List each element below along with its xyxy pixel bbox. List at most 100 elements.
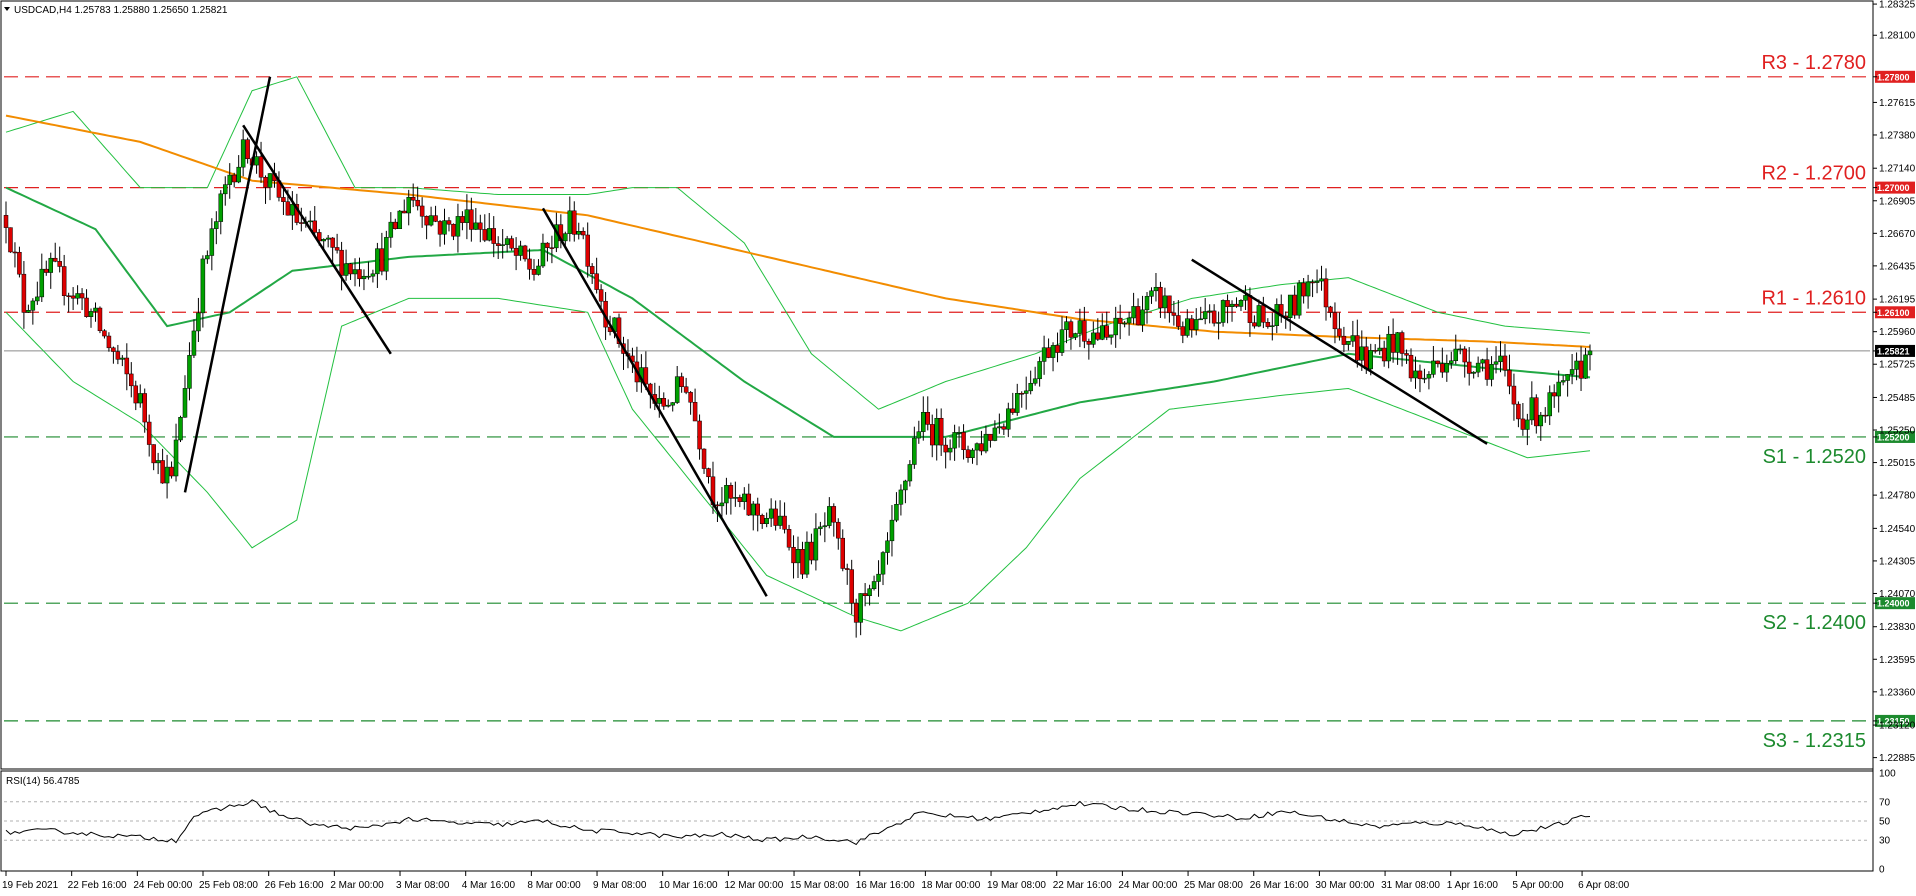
x-tick-label: 15 Mar 08:00 (790, 880, 849, 891)
candle-body (410, 196, 416, 201)
candle-body (1457, 348, 1463, 351)
y-tick-label: 1.27380 (1879, 130, 1916, 141)
x-tick-label: 1 Apr 16:00 (1447, 880, 1499, 891)
candle-body (1305, 281, 1311, 297)
candle-25 (115, 344, 121, 365)
candle-27 (124, 343, 130, 391)
candle-211 (947, 439, 953, 461)
candle-53 (240, 129, 246, 177)
candle-327 (1466, 347, 1472, 386)
candle-157 (706, 467, 711, 484)
candle-body (1422, 377, 1427, 380)
candle-188 (844, 563, 850, 585)
candle-349 (1565, 374, 1570, 397)
candle-323 (1449, 351, 1454, 369)
candle-body (956, 432, 962, 434)
candle-329 (1475, 356, 1481, 378)
dropdown-triangle-icon[interactable] (4, 7, 10, 11)
candle-312 (1399, 330, 1405, 367)
candle-body (947, 447, 953, 453)
candle-body (1019, 393, 1024, 395)
candle-body (191, 330, 197, 356)
candle-310 (1390, 318, 1396, 363)
candle-325 (1457, 344, 1463, 355)
candle-body (160, 460, 165, 484)
candle-body (858, 593, 863, 623)
candle-315 (1413, 356, 1418, 389)
candle-269 (1207, 304, 1212, 324)
candle-289 (1296, 280, 1302, 319)
candle-body (312, 220, 317, 233)
level-label-3: S1 - 1.2520 (1763, 446, 1866, 468)
candle-272 (1220, 299, 1226, 327)
candle-body (478, 222, 483, 230)
candle-200 (898, 484, 904, 516)
candle-body (263, 176, 268, 188)
candle-body (200, 258, 206, 314)
x-tick-label: 22 Mar 16:00 (1053, 880, 1112, 891)
candle-body (1135, 306, 1141, 326)
candle-body (1046, 347, 1051, 358)
candle-body (970, 449, 975, 458)
candle-64 (290, 191, 295, 230)
candle-234 (1050, 342, 1056, 372)
candle-161 (724, 477, 729, 515)
x-tick-label: 4 Mar 16:00 (462, 880, 516, 891)
level-badge-text-2: 1.26100 (1877, 308, 1910, 318)
candle-body (1055, 345, 1060, 353)
candle-body (589, 266, 595, 274)
y-tick-label: 1.26435 (1879, 261, 1916, 272)
candle-276 (1238, 299, 1244, 312)
candle-192 (862, 583, 868, 607)
candle-267 (1198, 306, 1203, 321)
candle-body (952, 432, 957, 449)
candle-49 (223, 176, 228, 206)
candle-body (867, 588, 872, 597)
lower-band-line (5, 297, 1591, 632)
candle-57 (258, 141, 264, 183)
candle-body (1296, 282, 1302, 316)
candle-80 (361, 269, 367, 291)
candle-body (1059, 329, 1065, 353)
candle-313 (1404, 349, 1409, 364)
candle-body (804, 541, 810, 575)
candle-body (1498, 355, 1503, 363)
candle-body (1516, 403, 1521, 420)
candle-20 (93, 302, 98, 322)
candle-body (12, 251, 18, 254)
candle-body (343, 263, 349, 276)
candle-body (124, 357, 130, 375)
candle-body (1243, 295, 1248, 301)
y-tick-label: 1.25250 (1879, 426, 1916, 437)
candle-body (1225, 300, 1230, 307)
candle-216 (970, 448, 975, 464)
y-tick-label: 1.28100 (1879, 31, 1916, 42)
candle-body (1440, 363, 1445, 373)
candle-120 (540, 233, 546, 268)
candle-body (70, 295, 76, 299)
candle-body (715, 504, 720, 507)
candle-335 (1502, 344, 1508, 377)
candle-body (79, 293, 85, 299)
candle-17 (79, 288, 85, 311)
candle-149 (670, 402, 675, 412)
candle-107 (482, 214, 488, 243)
rsi-y-tick-label: 50 (1879, 817, 1891, 828)
candle-body (1015, 393, 1020, 413)
candle-body (580, 231, 586, 236)
y-tick-label: 1.24305 (1879, 556, 1916, 567)
candle-233 (1046, 338, 1051, 359)
candle-body (1332, 312, 1338, 330)
candle-body (974, 443, 980, 451)
candle-body (433, 215, 438, 222)
rsi-pane-frame (0, 770, 1874, 872)
candle-117 (527, 248, 532, 280)
candle-165 (742, 487, 747, 510)
level-badge-3 (1875, 430, 1915, 443)
candle-1 (8, 227, 13, 253)
candle-body (1502, 355, 1508, 371)
candle-body (1390, 333, 1396, 353)
candle-body (1583, 354, 1588, 379)
y-tick-label: 1.24780 (1879, 491, 1916, 502)
